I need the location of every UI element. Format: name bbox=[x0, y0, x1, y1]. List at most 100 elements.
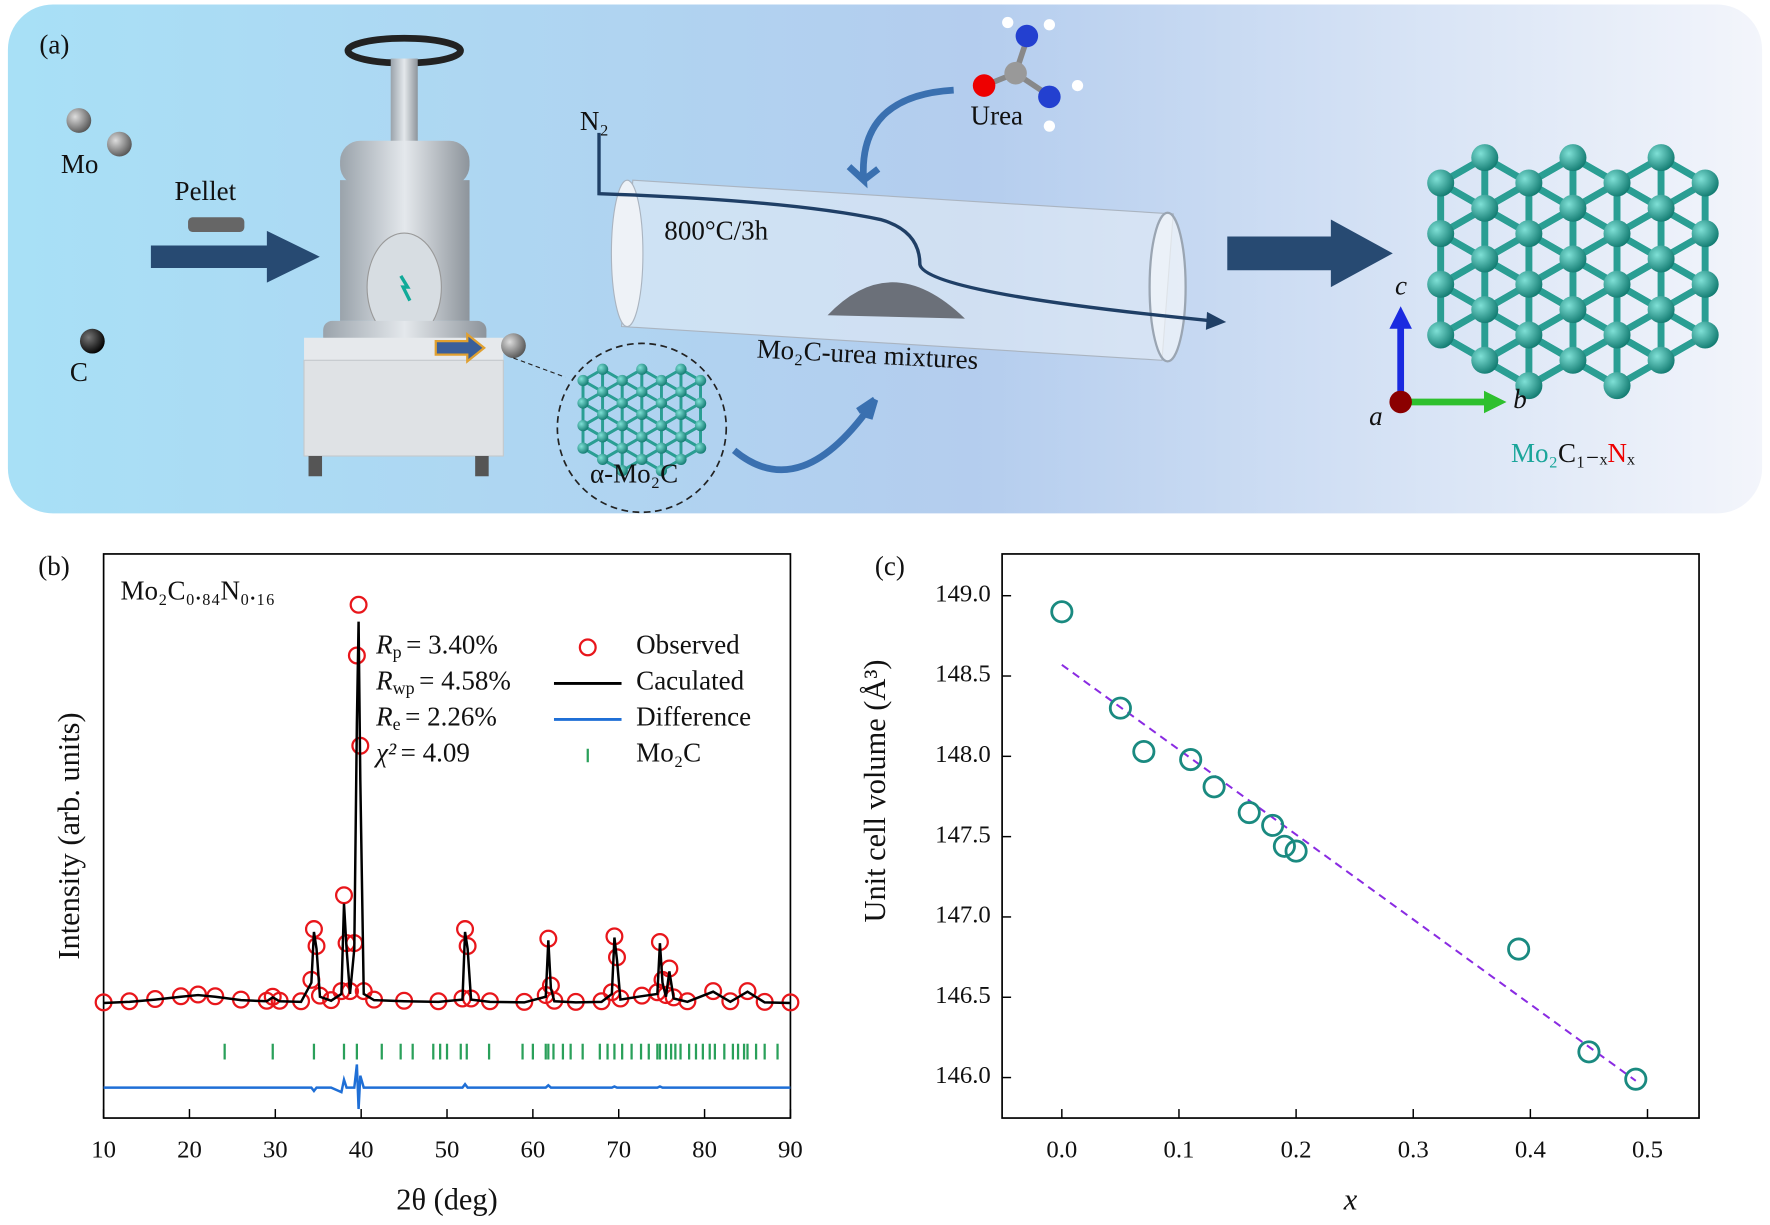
label-part: N bbox=[1608, 438, 1628, 468]
data-point bbox=[1132, 739, 1156, 764]
atom bbox=[655, 465, 668, 477]
observed-point bbox=[678, 992, 697, 1011]
y-tick-label: 147.0 bbox=[935, 902, 991, 929]
data-point bbox=[1237, 801, 1261, 825]
gas-flow bbox=[597, 132, 1213, 323]
atom bbox=[1471, 144, 1499, 172]
atom bbox=[1603, 321, 1631, 349]
atom bbox=[675, 431, 687, 443]
atom bbox=[636, 408, 648, 420]
annotation: Mo₂C₀.₈₄N₀.₁₆ bbox=[121, 576, 276, 606]
atom bbox=[1647, 296, 1675, 324]
atom bbox=[1515, 372, 1543, 400]
legend-label: Mo₂C bbox=[636, 738, 701, 768]
y-axis-label: Intensity (arb. units) bbox=[52, 712, 86, 959]
x-tick-label: 0.0 bbox=[1046, 1137, 1077, 1164]
atom bbox=[1471, 346, 1499, 374]
atom bbox=[675, 363, 687, 375]
atom bbox=[675, 408, 687, 420]
y-axis-label: Unit cell volume (Å³) bbox=[858, 659, 892, 922]
atom bbox=[1471, 245, 1499, 273]
data-point bbox=[1179, 748, 1203, 772]
legend-label: Observed bbox=[636, 630, 740, 660]
x-tick-label: 0.2 bbox=[1281, 1137, 1312, 1164]
observed-point bbox=[704, 982, 723, 1001]
x-axis-label: x bbox=[1343, 1182, 1358, 1216]
stat-value: = 2.26% bbox=[405, 702, 497, 732]
atom bbox=[1559, 144, 1587, 172]
atom bbox=[1691, 321, 1719, 349]
atom bbox=[694, 374, 707, 387]
x-tick-label: 30 bbox=[263, 1137, 288, 1164]
label-part: Mo₂ bbox=[1511, 438, 1558, 468]
data-point bbox=[1624, 1067, 1648, 1091]
fit-statistic: Rwp = 4.58% bbox=[375, 666, 511, 699]
atom bbox=[1603, 169, 1631, 197]
series-line bbox=[103, 621, 791, 1005]
atom bbox=[636, 453, 648, 466]
x-tick-label: 20 bbox=[177, 1137, 202, 1164]
atom bbox=[1427, 321, 1455, 349]
callout-line bbox=[513, 357, 566, 378]
data-point bbox=[1261, 813, 1285, 837]
plot-frame bbox=[1001, 553, 1700, 1119]
urea-molecule bbox=[972, 16, 1084, 132]
observed-point bbox=[721, 992, 740, 1011]
label: Mo bbox=[61, 149, 99, 179]
atom bbox=[577, 442, 589, 454]
data-point bbox=[1577, 1040, 1601, 1064]
atom bbox=[655, 442, 668, 454]
x-tick-label: 70 bbox=[606, 1137, 631, 1164]
atom bbox=[616, 397, 628, 409]
observed-point bbox=[738, 982, 757, 1001]
symbol: χ² bbox=[373, 738, 397, 768]
plot-frame bbox=[102, 553, 792, 1119]
stat-value: = 4.58% bbox=[419, 666, 511, 696]
atom bbox=[616, 465, 628, 477]
y-tick-label: 147.5 bbox=[935, 821, 991, 848]
atom bbox=[596, 386, 609, 398]
atom bbox=[1515, 169, 1543, 197]
mo-atom bbox=[106, 131, 132, 157]
quartz-tube bbox=[610, 179, 1187, 363]
atom bbox=[694, 419, 707, 432]
panel-label: (c) bbox=[875, 551, 905, 581]
xrd-panel: 10 20 30 40 50 60 70 80 90 (b) Mo₂C₀.₈₄N₀.₁₆ 2θ (de… bbox=[38, 551, 802, 1217]
fit-statistic: Rp = 3.40% bbox=[375, 630, 498, 663]
subscript: e bbox=[393, 714, 401, 734]
x-tick-label: 10 bbox=[91, 1137, 116, 1164]
stat-value: = 4.09 bbox=[401, 738, 470, 768]
atom bbox=[596, 363, 609, 375]
axes-triad bbox=[1389, 306, 1507, 414]
atom bbox=[596, 453, 609, 466]
label: N₂ bbox=[580, 106, 609, 136]
pellet bbox=[188, 217, 245, 232]
x-tick-label: 0.1 bbox=[1163, 1137, 1194, 1164]
atom bbox=[675, 453, 687, 466]
atom bbox=[1515, 220, 1543, 248]
x-tick-label: 40 bbox=[349, 1137, 374, 1164]
atom bbox=[1427, 220, 1455, 248]
atom bbox=[1603, 372, 1631, 400]
series-line bbox=[103, 1064, 791, 1110]
y-tick-label: 149.0 bbox=[935, 580, 991, 607]
label: Urea bbox=[971, 100, 1024, 130]
subscript: wp bbox=[393, 678, 415, 698]
atom bbox=[1427, 270, 1455, 298]
atom bbox=[655, 419, 668, 432]
c-atom bbox=[79, 328, 105, 354]
symbol: R bbox=[375, 666, 393, 696]
atom bbox=[694, 397, 707, 409]
lattice-large bbox=[1427, 144, 1719, 400]
x-tick-label: 60 bbox=[520, 1137, 545, 1164]
atom bbox=[616, 374, 628, 387]
observed-point bbox=[349, 595, 368, 614]
x-tick-label: 50 bbox=[435, 1137, 460, 1164]
label: C bbox=[70, 357, 88, 387]
x-tick-label: 0.4 bbox=[1515, 1137, 1546, 1164]
atom bbox=[1559, 194, 1587, 222]
symbol: R bbox=[375, 702, 393, 732]
atom bbox=[1471, 296, 1499, 324]
atom bbox=[1603, 220, 1631, 248]
